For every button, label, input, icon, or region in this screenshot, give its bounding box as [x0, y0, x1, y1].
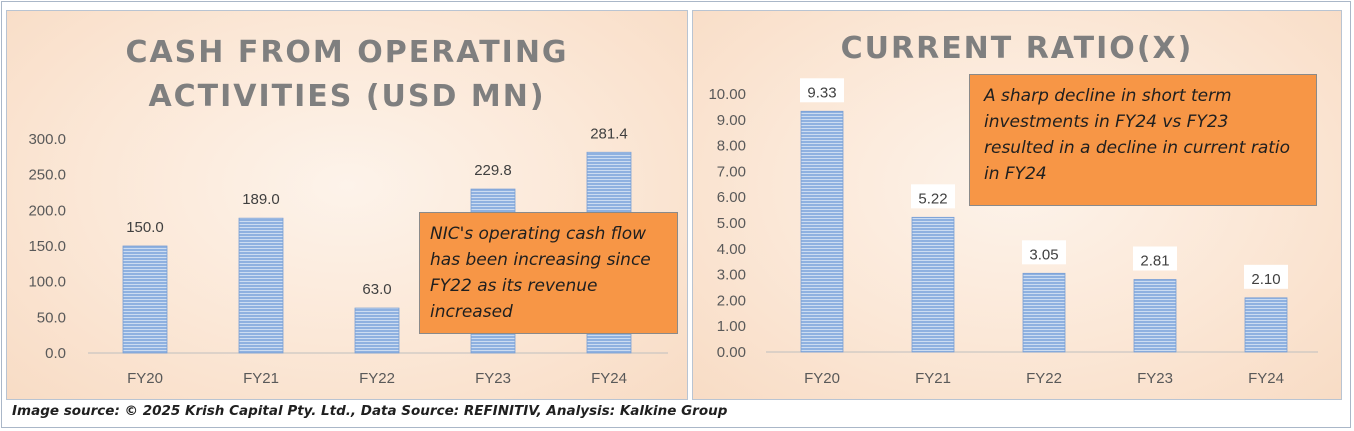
cash-flow-data-label: 229.8 [474, 162, 512, 179]
current-ratio-y-tick: 1.00 [717, 318, 746, 335]
cash-flow-chart-title: CASH FROM OPERATING ACTIVITIES (USD MN) [125, 35, 569, 114]
cash-flow-annotation: NIC's operating cash flow has been incre… [419, 212, 678, 334]
cash-flow-x-tick-fy23: FY23 [475, 370, 511, 387]
cash-flow-y-tick: 0.0 [45, 345, 66, 362]
current-ratio-x-tick-fy23: FY23 [1137, 370, 1173, 387]
current-ratio-data-label: 2.81 [1140, 253, 1169, 270]
current-ratio-y-tick: 0.00 [717, 344, 746, 361]
current-ratio-annotation: A sharp decline in short term investment… [969, 74, 1317, 206]
cash-flow-y-tick: 50.0 [37, 309, 66, 326]
current-ratio-y-tick: 7.00 [717, 163, 746, 180]
current-ratio-x-tick-fy20: FY20 [804, 370, 840, 387]
current-ratio-data-label-box [1244, 264, 1288, 289]
current-ratio-y-tick: 8.00 [717, 138, 746, 155]
cash-flow-y-tick: 300.0 [28, 131, 66, 148]
current-ratio-y-tick: 5.00 [717, 215, 746, 232]
cash-flow-x-tick-fy24: FY24 [591, 370, 627, 387]
current-ratio-bar-fy23 [1133, 279, 1177, 353]
cash-flow-data-label: 281.4 [590, 125, 628, 142]
current-ratio-data-label: 3.05 [1029, 246, 1058, 263]
cash-flow-x-tick-fy20: FY20 [127, 370, 163, 387]
current-ratio-bar-fy24 [1244, 297, 1288, 353]
cash-flow-chart-panel: CASH FROM OPERATING ACTIVITIES (USD MN) [6, 10, 688, 400]
cash-flow-bar-fy20 [122, 245, 168, 354]
current-ratio-data-label: 9.33 [807, 84, 836, 101]
current-ratio-data-label-box [1022, 240, 1066, 265]
cash-flow-x-tick-fy22: FY22 [359, 370, 395, 387]
cash-flow-y-tick: 150.0 [28, 238, 66, 255]
cash-flow-y-tick: 100.0 [28, 274, 66, 291]
cash-flow-data-label: 189.0 [242, 191, 280, 208]
cash-flow-bar-fy21 [238, 217, 284, 354]
current-ratio-y-tick: 2.00 [717, 292, 746, 309]
current-ratio-data-label-box [800, 78, 844, 103]
current-ratio-bar-fy22 [1022, 272, 1066, 353]
current-ratio-y-tick: 10.00 [708, 86, 746, 103]
current-ratio-chart-title: CURRENT RATIO(X) [840, 31, 1194, 66]
current-ratio-y-tick: 6.00 [717, 189, 746, 206]
cash-flow-data-label: 150.0 [126, 219, 164, 236]
current-ratio-bar-fy21 [911, 216, 955, 353]
current-ratio-y-tick: 9.00 [717, 112, 746, 129]
current-ratio-x-tick-fy21: FY21 [915, 370, 951, 387]
current-ratio-data-label: 5.22 [918, 190, 947, 207]
current-ratio-y-tick: 4.00 [717, 241, 746, 258]
cash-flow-data-label: 63.0 [362, 281, 391, 298]
current-ratio-data-label-box [1133, 246, 1177, 271]
current-ratio-y-tick: 3.00 [717, 267, 746, 284]
current-ratio-bar-fy20 [800, 110, 844, 353]
current-ratio-x-tick-fy24: FY24 [1248, 370, 1284, 387]
cash-flow-y-tick: 200.0 [28, 202, 66, 219]
cash-flow-bar-fy22 [354, 307, 400, 354]
cash-flow-x-tick-fy21: FY21 [243, 370, 279, 387]
source-footer: Image source: © 2025 Krish Capital Pty. … [12, 403, 728, 419]
cash-flow-y-tick: 250.0 [28, 167, 66, 184]
current-ratio-data-label: 2.10 [1251, 271, 1280, 288]
current-ratio-x-tick-fy22: FY22 [1026, 370, 1062, 387]
current-ratio-data-label-box [911, 184, 955, 209]
